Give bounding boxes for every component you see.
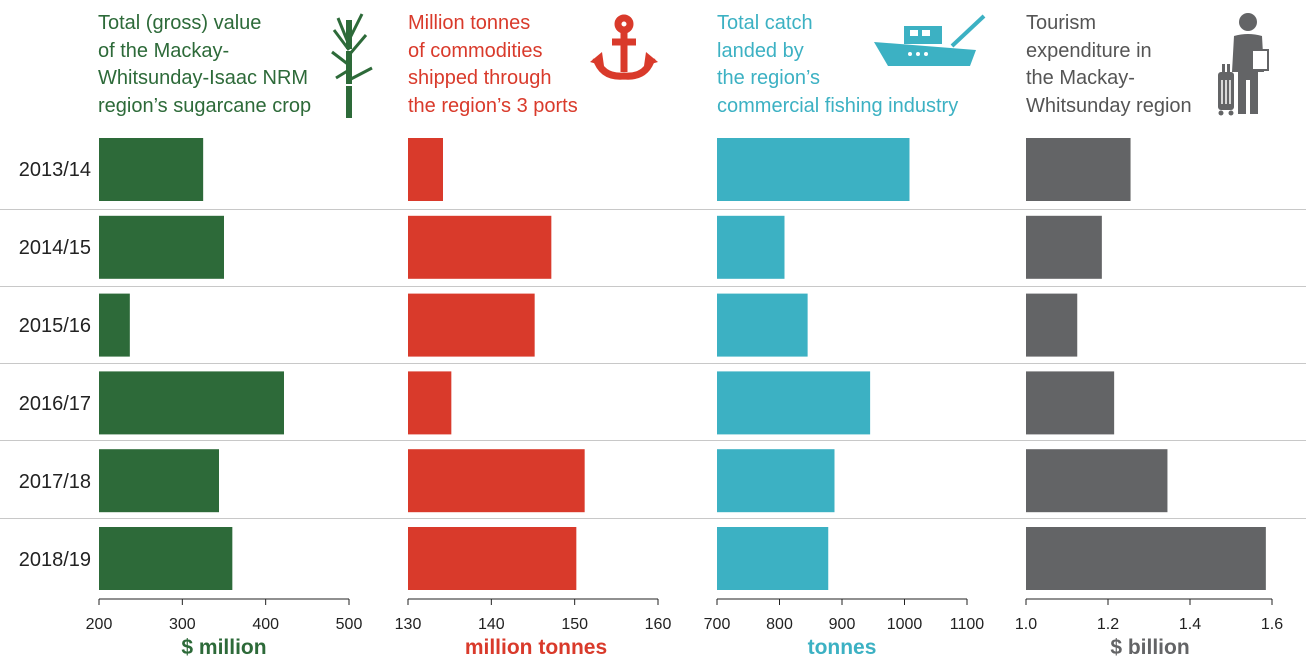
- sugar-tick-label: 300: [169, 616, 196, 633]
- sugar-bar: [99, 138, 204, 201]
- tourism-bar: [1026, 527, 1266, 590]
- fishing-bar: [717, 138, 910, 201]
- tourism-bar: [1026, 293, 1078, 357]
- tourism-bar: [1026, 138, 1131, 201]
- fishing-tick-label: 800: [766, 616, 793, 633]
- ports-tick-label: 140: [478, 616, 505, 633]
- tourism-bar: [1026, 449, 1168, 513]
- fishing-bar: [717, 215, 785, 279]
- row-separator: [0, 440, 1306, 441]
- tourism-unit-label: $ billion: [1110, 636, 1190, 659]
- fishing-tick-label: 1000: [887, 616, 923, 633]
- sugar-tick-label: 500: [336, 616, 363, 633]
- fishing-tick-label: 900: [829, 616, 856, 633]
- fishing-bar: [717, 371, 871, 435]
- ports-bar: [408, 527, 577, 590]
- row-separator: [0, 363, 1306, 364]
- row-separator: [0, 209, 1306, 210]
- fishing-tick-label: 1100: [950, 616, 985, 633]
- tourism-tick-label: 1.4: [1179, 616, 1201, 633]
- fishing-panel-title: Total catch landed by the region’s comme…: [717, 12, 959, 117]
- sugar-bar: [99, 371, 284, 435]
- tourism-tick-label: 1.6: [1261, 616, 1283, 633]
- ports-bar: [408, 371, 452, 435]
- fishing-bar: [717, 293, 808, 357]
- ports-tick-label: 150: [561, 616, 588, 633]
- row-separator: [0, 518, 1306, 519]
- tourism-bar: [1026, 215, 1102, 279]
- tourism-tick-label: 1.2: [1097, 616, 1119, 633]
- ports-panel-title: Million tonnes of commodities shipped th…: [408, 12, 578, 117]
- ports-bar: [408, 449, 585, 513]
- ports-tick-label: 130: [395, 616, 422, 633]
- tourism-bar: [1026, 371, 1115, 435]
- sugar-panel-title: Total (gross) value of the Mackay- Whits…: [98, 12, 312, 117]
- row-separator: [0, 286, 1306, 287]
- tourism-tick-label: 1.0: [1015, 616, 1037, 633]
- sugar-bar: [99, 527, 233, 590]
- sugar-bar: [99, 449, 219, 513]
- fishing-unit-label: tonnes: [807, 636, 877, 659]
- ports-unit-label: million tonnes: [464, 636, 608, 659]
- fishing-tick-label: 700: [704, 616, 731, 633]
- ports-bar: [408, 138, 443, 201]
- tourist-with-luggage-icon: [1218, 13, 1269, 116]
- anchor-icon: [590, 14, 658, 80]
- year-label: 2018/19: [18, 549, 91, 571]
- fishing-bar: [717, 527, 829, 590]
- year-label: 2014/15: [18, 237, 91, 259]
- sugarcane-icon: [331, 13, 373, 118]
- fishing-bar: [717, 449, 835, 513]
- sugar-unit-label: $ million: [181, 636, 267, 659]
- ports-bar: [408, 293, 535, 357]
- year-label: 2013/14: [18, 159, 91, 181]
- sugar-bar: [99, 215, 224, 279]
- sugar-bar: [99, 293, 130, 357]
- fishing-boat-icon: [874, 14, 986, 66]
- year-label: 2015/16: [18, 315, 91, 337]
- ports-bar: [408, 215, 552, 279]
- sugar-tick-label: 400: [252, 616, 279, 633]
- year-label: 2016/17: [18, 393, 91, 415]
- year-label: 2017/18: [18, 471, 91, 493]
- ports-tick-label: 160: [645, 616, 672, 633]
- sugar-tick-label: 200: [86, 616, 113, 633]
- tourism-panel-title: Tourism expenditure in the Mackay- Whits…: [1026, 12, 1192, 117]
